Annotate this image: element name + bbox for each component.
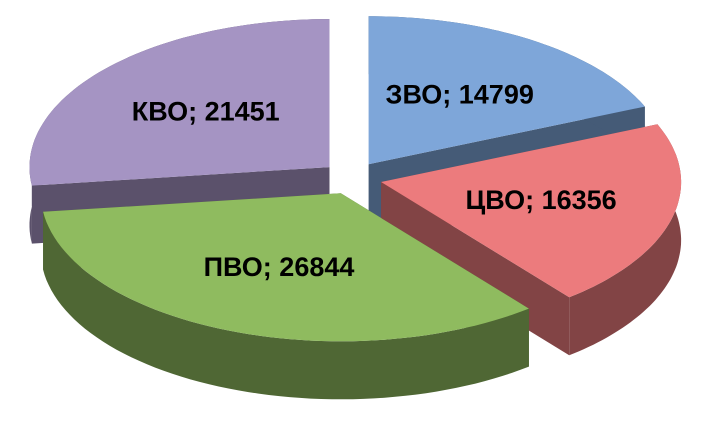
slice-side <box>569 124 682 356</box>
data-label: КВО; 21451 <box>132 96 280 126</box>
slice <box>43 193 529 400</box>
slice-top <box>29 19 330 186</box>
data-label: ЦВО; 16356 <box>466 185 617 215</box>
data-label: ЗВО; 14799 <box>386 80 534 110</box>
slice <box>381 124 682 356</box>
slice-top <box>43 193 529 342</box>
data-label: ПВО; 26844 <box>204 252 355 282</box>
slice-side <box>43 211 529 400</box>
slice-top <box>381 124 682 298</box>
slice-top <box>368 16 645 165</box>
